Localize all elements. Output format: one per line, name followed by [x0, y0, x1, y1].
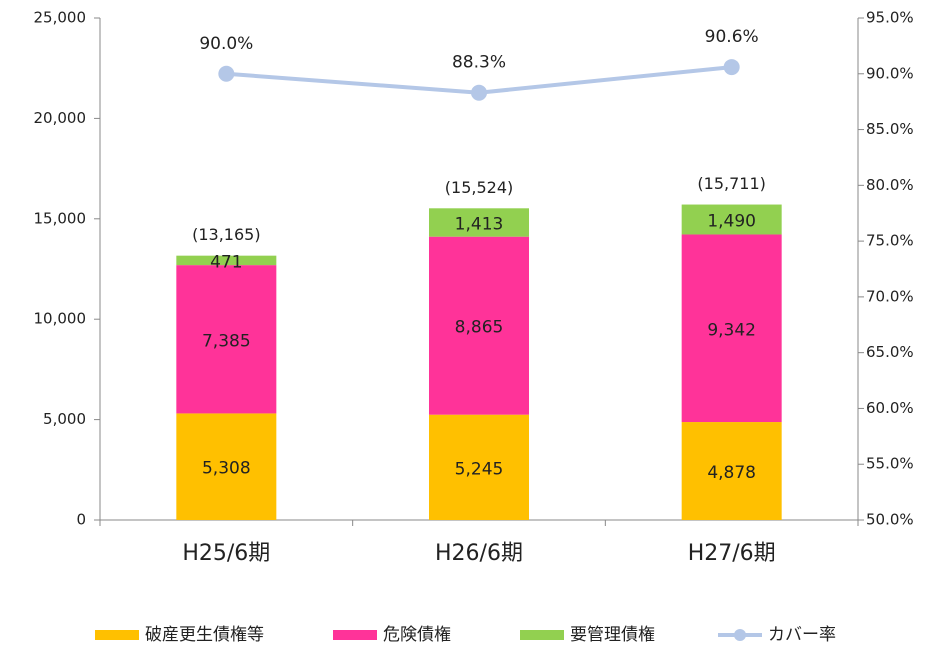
y-tick-label: 20,000 — [34, 109, 87, 127]
x-tick-label: H27/6期 — [688, 541, 776, 566]
bar-segment — [681, 234, 782, 423]
bar-segment — [176, 265, 277, 414]
legend-label: 要管理債権 — [570, 625, 655, 645]
y2-tick-label: 80.0% — [866, 176, 914, 194]
line-value-label: 88.3% — [452, 53, 506, 73]
y-tick-label: 5,000 — [43, 410, 86, 428]
y2-tick-label: 95.0% — [866, 9, 914, 27]
bar-value-label: 1,413 — [455, 214, 504, 234]
legend-label: 破産更生債権等 — [145, 625, 264, 645]
y2-tick-label: 85.0% — [866, 120, 914, 138]
bar-value-label: 9,342 — [707, 320, 756, 340]
bar-segment — [429, 414, 529, 520]
y2-tick-label: 70.0% — [866, 287, 914, 305]
bar-value-label: 471 — [210, 252, 242, 272]
legend-swatch — [520, 630, 564, 640]
y-tick-label: 25,000 — [34, 9, 87, 27]
bar-segment — [681, 422, 782, 520]
line-value-label: 90.0% — [199, 34, 253, 54]
legend-swatch — [333, 630, 377, 640]
bar-segment — [176, 413, 277, 520]
y2-tick-label: 65.0% — [866, 343, 914, 361]
y2-tick-label: 50.0% — [866, 511, 914, 529]
line-marker — [723, 59, 740, 76]
x-tick-label: H25/6期 — [182, 541, 270, 566]
y-tick-label: 15,000 — [34, 209, 87, 227]
x-tick-label: H26/6期 — [435, 541, 523, 566]
bar-total-label: (15,524) — [445, 178, 513, 197]
y-tick-label: 0 — [76, 511, 86, 529]
line-marker — [471, 84, 487, 101]
y2-tick-label: 60.0% — [866, 399, 914, 417]
line-value-label: 90.6% — [705, 27, 759, 47]
bar-value-label: 4,878 — [707, 463, 756, 483]
legend-label: カバー率 — [768, 625, 836, 645]
y2-tick-label: 55.0% — [866, 455, 914, 473]
bar-segment — [176, 255, 277, 266]
legend-swatch — [95, 630, 139, 640]
bar-value-label: 5,308 — [202, 459, 251, 479]
y2-tick-label: 90.0% — [866, 64, 914, 82]
line-marker — [218, 65, 235, 82]
bar-total-label: (15,711) — [697, 174, 765, 193]
bar-value-label: 5,245 — [455, 459, 504, 479]
bar-value-label: 8,865 — [455, 318, 504, 338]
bar-total-label: (13,165) — [192, 225, 260, 244]
y2-tick-label: 75.0% — [866, 232, 914, 250]
legend-swatch-marker — [734, 629, 746, 641]
bar-segment — [429, 208, 529, 237]
legend-label: 危険債権 — [383, 625, 451, 645]
bar-value-label: 1,490 — [707, 212, 756, 232]
bar-segment — [429, 236, 529, 415]
y-tick-label: 10,000 — [34, 310, 87, 328]
bar-segment — [681, 204, 782, 235]
bar-value-label: 7,385 — [202, 331, 251, 351]
